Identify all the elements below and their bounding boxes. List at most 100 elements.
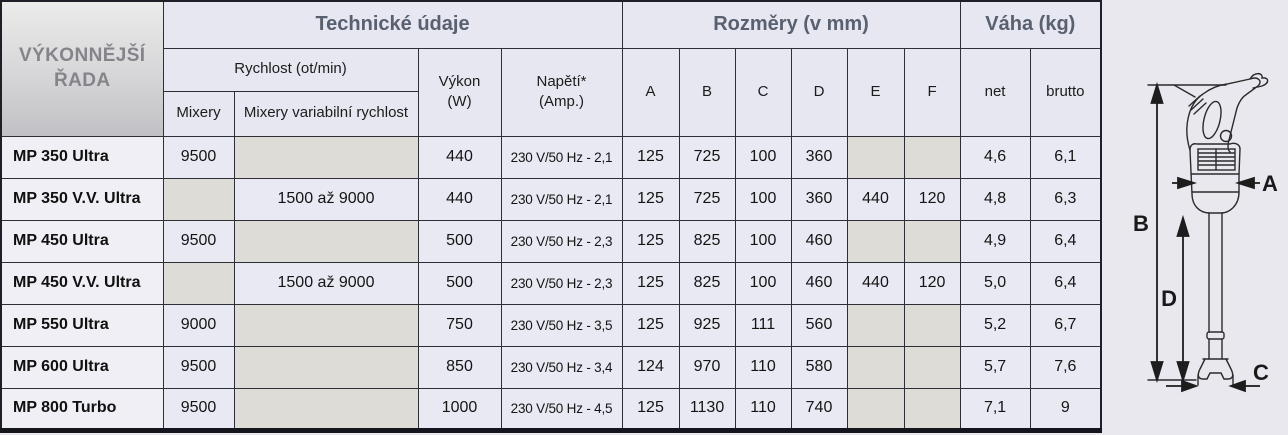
cell-weight-net: 5,7 bbox=[959, 345, 1031, 389]
table-row: MP 800 Turbo 9500 1000 230 V/50 Hz - 4,5… bbox=[0, 387, 1102, 431]
cell-weight-brutto: 7,6 bbox=[1029, 345, 1102, 389]
cell-model-name: MP 350 Ultra bbox=[0, 135, 164, 179]
cell-variable-speed bbox=[233, 219, 419, 263]
header-dim-c: C bbox=[734, 47, 792, 137]
cell-variable-speed bbox=[233, 135, 419, 179]
cell-dim-e bbox=[846, 219, 905, 263]
cell-dim-d: 740 bbox=[790, 387, 848, 431]
cell-power: 750 bbox=[417, 303, 502, 347]
cell-dim-b: 725 bbox=[678, 135, 736, 179]
cell-dim-f bbox=[903, 219, 961, 263]
cell-dim-e bbox=[846, 345, 905, 389]
cell-model-name: MP 550 Ultra bbox=[0, 303, 164, 347]
cell-dim-a: 125 bbox=[621, 219, 680, 263]
cell-dim-b: 925 bbox=[678, 303, 736, 347]
cell-dim-f: 120 bbox=[903, 261, 961, 305]
header-dimensions: Rozměry (v mm) bbox=[621, 0, 961, 49]
table-row: MP 450 Ultra 9500 500 230 V/50 Hz - 2,3 … bbox=[0, 219, 1102, 263]
cell-variable-speed bbox=[233, 345, 419, 389]
header-voltage: Napětí* (Amp.) bbox=[500, 47, 623, 137]
dim-label-a: A bbox=[1262, 171, 1278, 196]
cell-weight-brutto: 9 bbox=[1029, 387, 1102, 431]
cell-dim-b: 1130 bbox=[678, 387, 736, 431]
cell-power: 500 bbox=[417, 261, 502, 305]
cell-dim-b: 825 bbox=[678, 219, 736, 263]
cell-mixery-speed: 9500 bbox=[162, 135, 235, 179]
cell-dim-d: 460 bbox=[790, 219, 848, 263]
dimension-arrows bbox=[1150, 81, 1260, 393]
cell-voltage: 230 V/50 Hz - 3,4 bbox=[500, 345, 623, 389]
header-row-sub1: Rychlost (ot/min) Výkon (W) Napětí* (Amp… bbox=[1, 47, 1102, 137]
cell-mixery-speed bbox=[162, 177, 235, 221]
cell-dim-a: 125 bbox=[621, 177, 680, 221]
dim-label-b: B bbox=[1133, 211, 1149, 236]
cell-weight-net: 5,2 bbox=[959, 303, 1031, 347]
dim-label-d: D bbox=[1161, 286, 1177, 311]
cell-mixery-speed: 9000 bbox=[162, 303, 235, 347]
cell-model-name: MP 450 V.V. Ultra bbox=[0, 261, 164, 305]
cell-weight-brutto: 6,1 bbox=[1029, 135, 1102, 179]
dim-label-c: C bbox=[1253, 360, 1269, 385]
cell-weight-net: 7,1 bbox=[959, 387, 1031, 431]
header-dim-f: F bbox=[903, 47, 961, 137]
cell-mixery-speed: 9500 bbox=[162, 219, 235, 263]
table-row: MP 550 Ultra 9000 750 230 V/50 Hz - 3,5 … bbox=[0, 303, 1102, 347]
cell-weight-brutto: 6,4 bbox=[1029, 219, 1102, 263]
cell-weight-net: 5,0 bbox=[959, 261, 1031, 305]
cell-power: 440 bbox=[417, 135, 502, 179]
cell-dim-d: 460 bbox=[790, 261, 848, 305]
cell-variable-speed: 1500 až 9000 bbox=[233, 177, 419, 221]
cell-model-name: MP 350 V.V. Ultra bbox=[0, 177, 164, 221]
cell-dim-c: 110 bbox=[734, 387, 792, 431]
cell-model-name: MP 800 Turbo bbox=[0, 387, 164, 431]
cell-model-name: MP 450 Ultra bbox=[0, 219, 164, 263]
cell-weight-net: 4,9 bbox=[959, 219, 1031, 263]
header-dim-e: E bbox=[846, 47, 905, 137]
header-row-groups: VÝKONNĚJŠÍ ŘADA Technické údaje Rozměry … bbox=[0, 0, 1102, 137]
header-technical-data: Technické údaje bbox=[162, 0, 623, 49]
header-weight: Váha (kg) bbox=[959, 0, 1102, 49]
header-power: Výkon (W) bbox=[417, 47, 502, 137]
series-title: VÝKONNĚJŠÍ ŘADA bbox=[0, 0, 164, 137]
header-net: net bbox=[959, 47, 1031, 137]
table-row: MP 450 V.V. Ultra 1500 až 9000 500 230 V… bbox=[0, 261, 1102, 305]
cell-voltage: 230 V/50 Hz - 2,1 bbox=[500, 135, 623, 179]
cell-dim-d: 560 bbox=[790, 303, 848, 347]
header-row-sub2: Mixery Mixery variabilní rychlost bbox=[1, 90, 1101, 137]
cell-power: 850 bbox=[417, 345, 502, 389]
cell-dim-f bbox=[903, 387, 961, 431]
cell-model-name: MP 600 Ultra bbox=[0, 345, 164, 389]
cell-dim-c: 100 bbox=[734, 261, 792, 305]
cell-weight-brutto: 6,4 bbox=[1029, 261, 1102, 305]
cell-dim-f: 120 bbox=[903, 177, 961, 221]
cell-voltage: 230 V/50 Hz - 2,3 bbox=[500, 219, 623, 263]
cell-variable-speed bbox=[233, 303, 419, 347]
cell-dim-c: 111 bbox=[734, 303, 792, 347]
cell-dim-d: 580 bbox=[790, 345, 848, 389]
header-dim-a: A bbox=[621, 47, 680, 137]
cell-voltage: 230 V/50 Hz - 2,1 bbox=[500, 177, 623, 221]
cell-dim-e bbox=[846, 303, 905, 347]
header-dim-b: B bbox=[678, 47, 736, 137]
header-dim-d: D bbox=[790, 47, 848, 137]
cell-mixery-speed bbox=[162, 261, 235, 305]
cell-weight-net: 4,6 bbox=[959, 135, 1031, 179]
cell-power: 500 bbox=[417, 219, 502, 263]
cell-dim-a: 125 bbox=[621, 387, 680, 431]
cell-dim-e: 440 bbox=[846, 177, 905, 221]
table-row: MP 350 V.V. Ultra 1500 až 9000 440 230 V… bbox=[0, 177, 1102, 221]
cell-dim-e: 440 bbox=[846, 261, 905, 305]
header-mixers: Mixery bbox=[162, 90, 235, 137]
cell-mixery-speed: 9500 bbox=[162, 345, 235, 389]
table-row: MP 600 Ultra 9500 850 230 V/50 Hz - 3,4 … bbox=[0, 345, 1102, 389]
cell-mixery-speed: 9500 bbox=[162, 387, 235, 431]
cell-dim-c: 100 bbox=[734, 177, 792, 221]
header-brutto: brutto bbox=[1029, 47, 1102, 137]
cell-weight-net: 4,8 bbox=[959, 177, 1031, 221]
cell-dim-c: 100 bbox=[734, 219, 792, 263]
cell-dim-c: 110 bbox=[734, 345, 792, 389]
cell-variable-speed bbox=[233, 387, 419, 431]
dimension-diagram: A B C D bbox=[1133, 72, 1278, 393]
cell-voltage: 230 V/50 Hz - 2,3 bbox=[500, 261, 623, 305]
